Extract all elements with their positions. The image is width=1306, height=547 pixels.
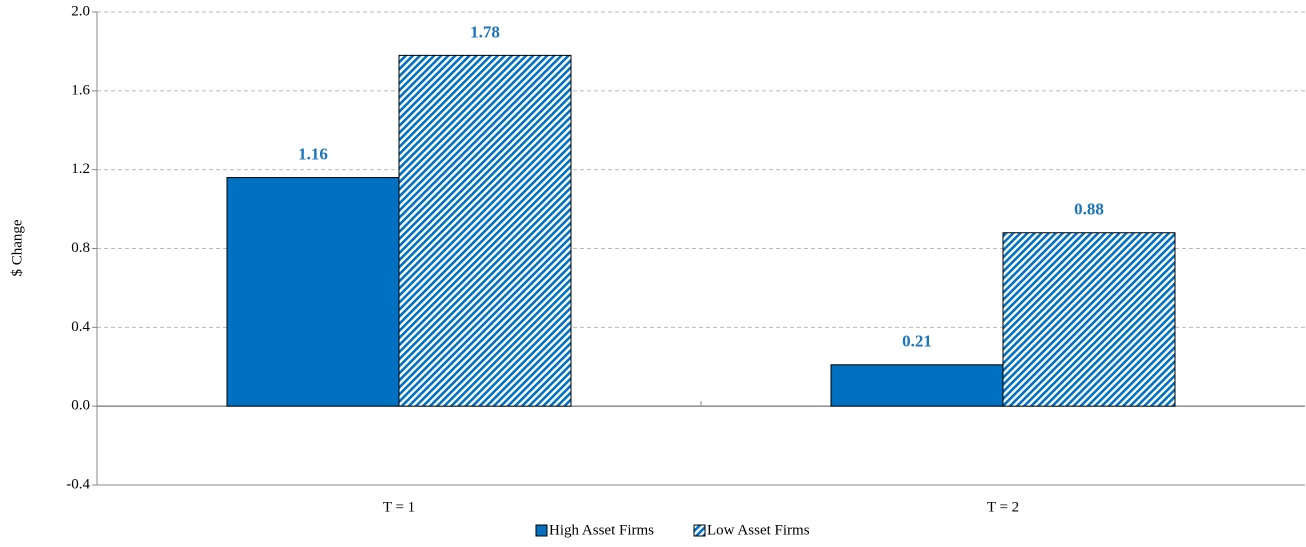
legend-swatch [535, 524, 548, 537]
y-tick-label: 1.2 [71, 161, 90, 177]
value-label: 1.78 [470, 22, 500, 41]
x-tick-label: T = 2 [987, 499, 1019, 515]
bar [398, 54, 572, 407]
y-tick-label: -0.4 [66, 476, 90, 492]
y-tick-label: 2.0 [71, 3, 90, 19]
legend-label: High Asset Firms [549, 522, 654, 538]
value-label: 0.21 [902, 332, 932, 351]
bar [226, 177, 400, 407]
y-axis-label: $ Change [9, 219, 25, 276]
y-tick-label: 0.4 [71, 319, 90, 335]
legend-label: Low Asset Firms [707, 522, 810, 538]
y-tick-label: 1.6 [71, 82, 90, 98]
y-tick-label: 0.8 [71, 240, 90, 256]
legend-swatch [693, 524, 706, 537]
bar [830, 364, 1004, 407]
value-label: 1.16 [298, 144, 328, 163]
y-tick-label: 0.0 [71, 398, 90, 414]
value-label: 0.88 [1074, 200, 1104, 219]
bar [1002, 232, 1176, 407]
x-tick-label: T = 1 [383, 499, 415, 515]
